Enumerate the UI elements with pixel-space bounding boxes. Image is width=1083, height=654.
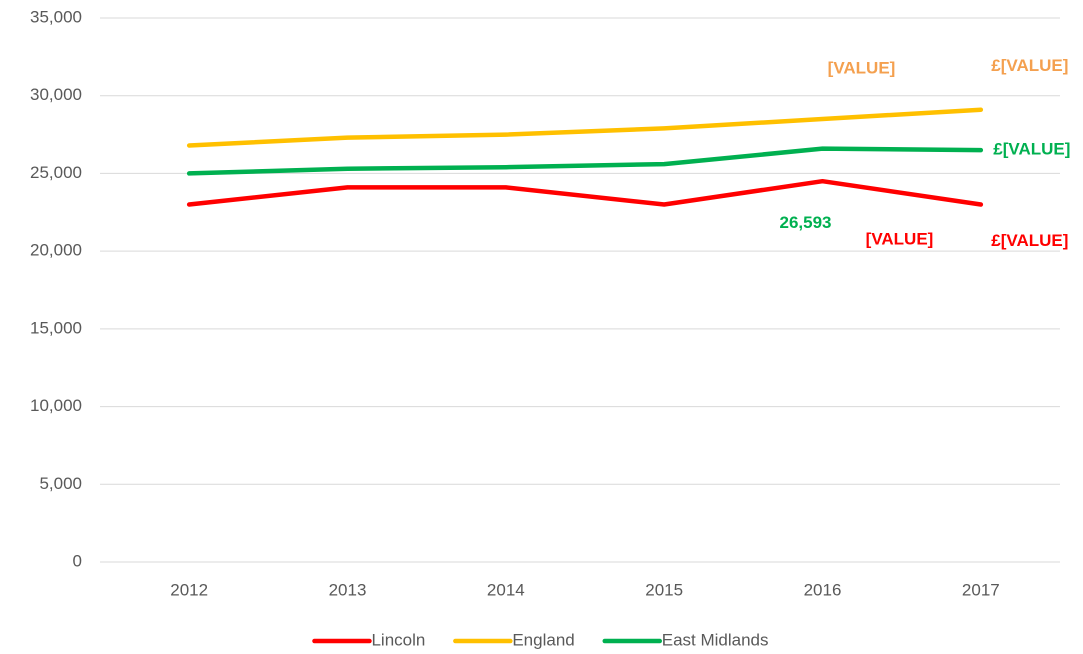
legend-label: England [512, 630, 574, 649]
x-tick-label: 2017 [962, 580, 1000, 599]
data-label: £[VALUE] [991, 231, 1068, 250]
data-label: £[VALUE] [993, 140, 1070, 159]
y-tick-label: 20,000 [30, 241, 82, 260]
data-label: £[VALUE] [991, 56, 1068, 75]
y-tick-label: 25,000 [30, 163, 82, 182]
data-label: [VALUE] [866, 230, 934, 249]
series-line [186, 178, 984, 207]
data-label: [VALUE] [828, 59, 896, 78]
series-line [186, 107, 984, 148]
y-tick-label: 35,000 [30, 7, 82, 26]
x-tick-label: 2012 [170, 580, 208, 599]
y-tick-label: 5,000 [39, 474, 82, 493]
legend-label: East Midlands [662, 630, 769, 649]
x-tick-label: 2013 [329, 580, 367, 599]
y-tick-label: 15,000 [30, 318, 82, 337]
legend-label: Lincoln [371, 630, 425, 649]
x-tick-label: 2014 [487, 580, 525, 599]
y-tick-label: 10,000 [30, 396, 82, 415]
y-tick-label: 0 [73, 551, 82, 570]
x-tick-label: 2016 [804, 580, 842, 599]
data-label: 26,593 [780, 213, 832, 232]
y-tick-label: 30,000 [30, 85, 82, 104]
series-line [186, 146, 984, 176]
x-tick-label: 2015 [645, 580, 683, 599]
